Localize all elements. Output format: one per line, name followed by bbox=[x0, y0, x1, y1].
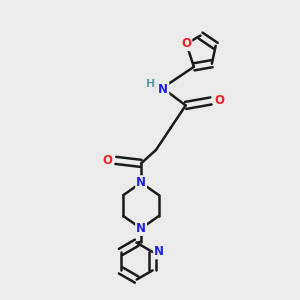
Text: N: N bbox=[136, 176, 146, 189]
Text: N: N bbox=[154, 245, 164, 258]
Text: N: N bbox=[158, 82, 168, 96]
Text: O: O bbox=[214, 94, 224, 107]
Text: N: N bbox=[136, 222, 146, 235]
Text: O: O bbox=[182, 37, 191, 50]
Text: O: O bbox=[103, 154, 112, 167]
Text: H: H bbox=[146, 79, 155, 89]
